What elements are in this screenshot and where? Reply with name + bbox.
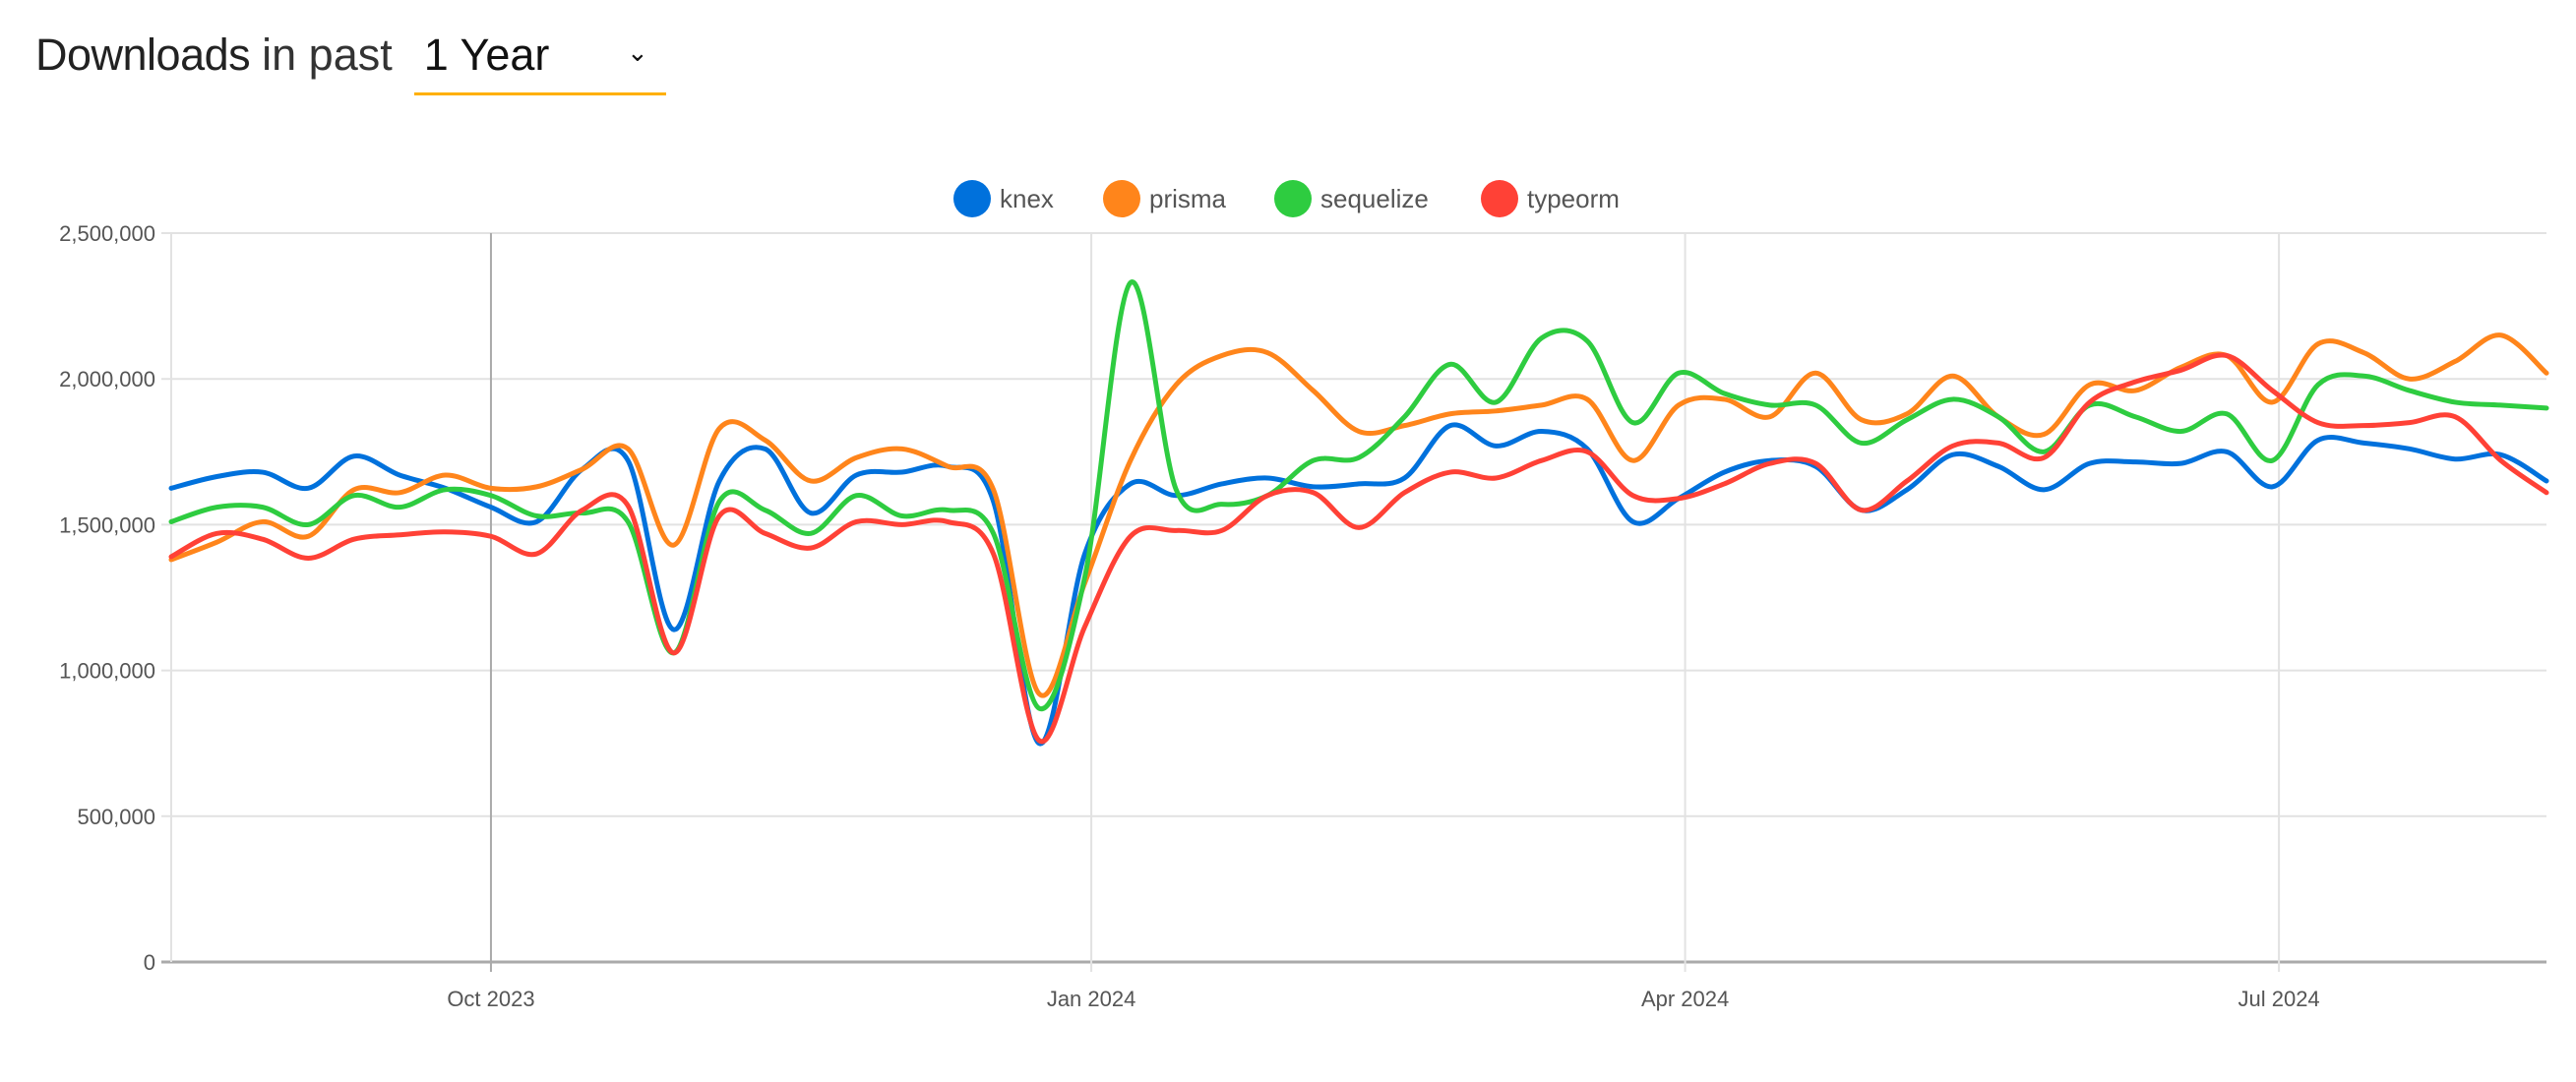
series-line-prisma [168, 332, 2549, 698]
legend-item-knex[interactable]: knex [953, 180, 1054, 217]
legend-item-typeorm[interactable]: typeorm [1481, 180, 1620, 217]
legend-swatch-icon [953, 180, 991, 217]
y-tick-label: 2,500,000 [59, 221, 155, 246]
chevron-down-icon: ⌄ [626, 37, 648, 67]
title-in-past: in past [262, 30, 393, 80]
series-line-sequelize [168, 279, 2549, 712]
legend-item-prisma[interactable]: prisma [1103, 180, 1227, 217]
period-select[interactable]: 1 Year ⌄ [413, 30, 666, 95]
y-tick-label: 500,000 [77, 805, 155, 829]
x-tick-label: Jul 2024 [2238, 987, 2319, 1011]
y-tick-label: 1,000,000 [59, 659, 155, 684]
x-tick-label: Apr 2024 [1641, 987, 1729, 1011]
title-downloads: Downloads [35, 30, 251, 80]
y-tick-label: 0 [144, 950, 155, 975]
chart-header: Downloads in past 1 Year ⌄ [35, 30, 666, 95]
series-line-knex [168, 422, 2549, 747]
x-tick-label: Oct 2023 [447, 987, 534, 1011]
legend-item-sequelize[interactable]: sequelize [1274, 180, 1429, 217]
legend-label: knex [1000, 184, 1054, 213]
period-select-value: 1 Year [423, 30, 550, 80]
y-tick-label: 2,000,000 [59, 367, 155, 391]
legend-swatch-icon [1481, 180, 1518, 217]
legend-label: sequelize [1320, 184, 1429, 213]
x-tick-label: Jan 2024 [1047, 987, 1136, 1011]
legend-label: prisma [1149, 184, 1227, 213]
y-tick-label: 1,500,000 [59, 512, 155, 537]
legend-swatch-icon [1103, 180, 1140, 217]
series-line-typeorm [168, 352, 2549, 745]
legend-swatch-icon [1274, 180, 1312, 217]
legend-label: typeorm [1527, 184, 1620, 213]
